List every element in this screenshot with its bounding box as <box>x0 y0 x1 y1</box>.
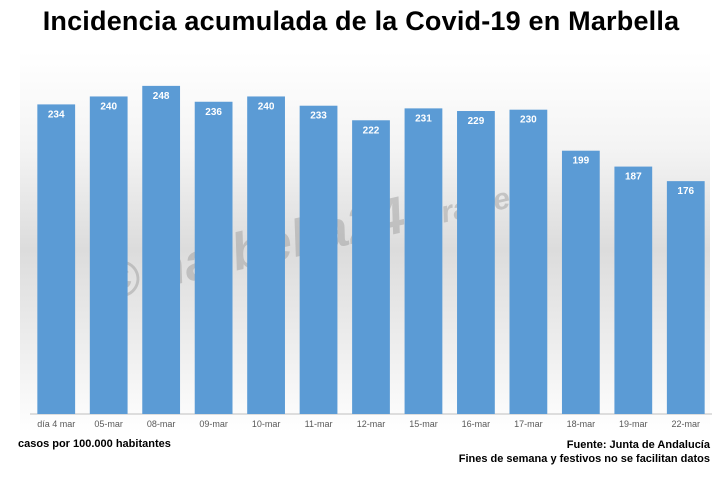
data-label: 234 <box>48 109 65 120</box>
bar <box>299 105 338 414</box>
x-tick-label: 18-mar <box>567 419 596 429</box>
source-text: Fuente: Junta de Andalucía <box>566 439 710 451</box>
source-note: Fuente: Junta de Andalucía Fines de sema… <box>459 438 710 466</box>
x-tick-label: 09-mar <box>199 419 228 429</box>
bar <box>37 104 76 415</box>
data-label: 230 <box>520 115 537 126</box>
chart-title: Incidencia acumulada de la Covid-19 en M… <box>42 6 680 36</box>
x-tick-label: día 4 mar <box>37 419 75 429</box>
x-tick-label: 12-mar <box>357 419 386 429</box>
x-tick-label: 22-mar <box>672 419 701 429</box>
bar <box>404 108 443 414</box>
bar <box>89 96 128 414</box>
data-label: 240 <box>100 101 117 112</box>
bar <box>614 166 653 414</box>
data-label: 248 <box>153 91 170 102</box>
data-label: 233 <box>310 111 327 122</box>
x-tick-label: 19-mar <box>619 419 648 429</box>
bar <box>352 120 390 415</box>
x-tick-label: 10-mar <box>252 419 281 429</box>
x-tick-label: 17-mar <box>514 419 543 429</box>
bar <box>142 85 181 414</box>
bar <box>666 181 705 414</box>
data-label: 236 <box>205 107 222 118</box>
disclaimer-text: Fines de semana y festivos no se facilit… <box>458 453 710 465</box>
x-tick-label: 15-mar <box>409 419 438 429</box>
data-label: 229 <box>468 116 485 127</box>
x-tick-label: 05-mar <box>94 419 123 429</box>
data-label: 240 <box>258 101 275 112</box>
data-label: 231 <box>415 113 432 124</box>
x-tick-label: 11-mar <box>305 419 333 429</box>
bar <box>509 109 548 414</box>
bar <box>457 111 495 414</box>
x-tick-label: 08-mar <box>147 419 176 429</box>
data-label: 187 <box>625 172 642 183</box>
data-label: 199 <box>573 156 590 167</box>
data-label: 176 <box>677 186 694 197</box>
bar <box>194 101 233 414</box>
bar <box>247 96 285 414</box>
bar <box>561 150 600 414</box>
x-tick-label: 16-mar <box>462 419 491 429</box>
units-note: casos por 100.000 habitantes <box>18 438 171 450</box>
data-label: 222 <box>363 125 380 136</box>
